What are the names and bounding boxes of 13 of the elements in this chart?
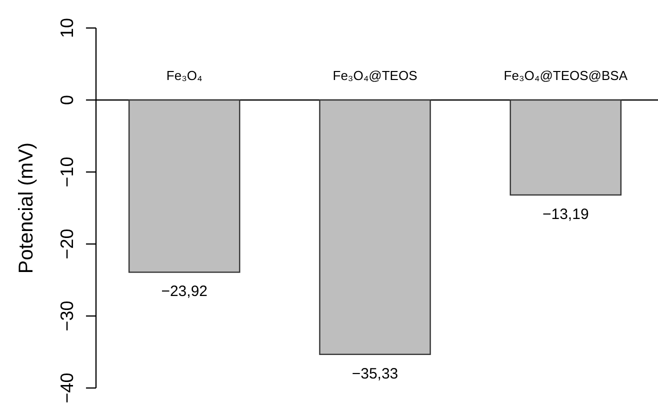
y-axis-title: Potencial (mV) — [15, 142, 38, 274]
x-tick-label: Fe₃O₄@TEOS — [332, 68, 418, 83]
data-label: −23,92 — [161, 283, 208, 300]
x-tick-label: Fe₃O₄@TEOS@BSA — [504, 68, 628, 83]
y-tick-label: −10 — [56, 156, 77, 188]
x-tick-label: Fe₃O₄ — [166, 68, 202, 83]
y-tick-label: −40 — [56, 372, 77, 404]
y-tick-label: 10 — [56, 18, 77, 38]
data-label: −13,19 — [542, 206, 589, 223]
y-tick-label: 0 — [56, 94, 77, 106]
data-label: −35,33 — [352, 365, 398, 382]
y-tick-label: −20 — [56, 228, 77, 260]
y-tick-label: −30 — [56, 300, 77, 332]
